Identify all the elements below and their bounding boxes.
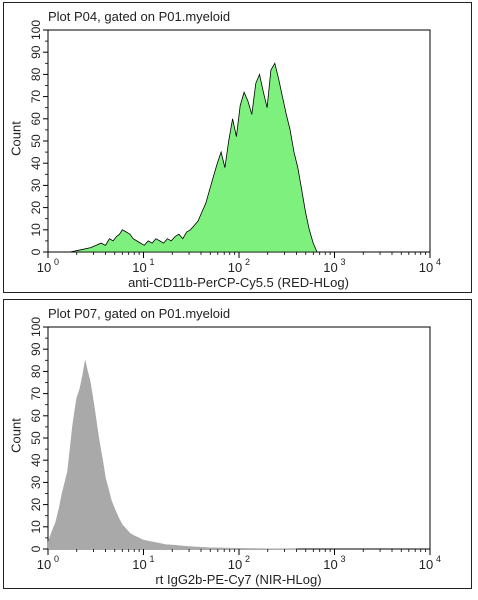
x-tick-label: 10 bbox=[228, 557, 242, 572]
y-tick-label: 100 bbox=[29, 317, 43, 337]
y-tick-label: 60 bbox=[29, 409, 43, 423]
y-tick-label: 30 bbox=[29, 475, 43, 489]
y-tick-label: 90 bbox=[29, 45, 43, 59]
y-tick-label: 100 bbox=[29, 20, 43, 40]
x-tick-label: 10 bbox=[132, 260, 146, 275]
x-tick-exponent: 3 bbox=[341, 554, 346, 564]
y-tick-label: 50 bbox=[29, 134, 43, 148]
x-axis-label: rt IgG2b-PE-Cy7 (NIR-HLog) bbox=[155, 572, 322, 587]
x-tick-label: 10 bbox=[323, 557, 337, 572]
x-tick-label: 10 bbox=[323, 260, 337, 275]
plot-title: Plot P04, gated on P01.myeloid bbox=[48, 9, 231, 24]
x-tick-exponent: 0 bbox=[54, 554, 59, 564]
y-tick-label: 80 bbox=[29, 67, 43, 81]
x-tick-exponent: 1 bbox=[150, 257, 155, 267]
y-tick-label: 10 bbox=[29, 223, 43, 237]
plot-title: Plot P07, gated on P01.myeloid bbox=[48, 306, 231, 321]
x-tick-label: 10 bbox=[37, 557, 51, 572]
x-tick-exponent: 2 bbox=[245, 554, 250, 564]
y-tick-label: 20 bbox=[29, 201, 43, 215]
x-tick-label: 10 bbox=[419, 557, 433, 572]
x-tick-exponent: 4 bbox=[436, 257, 441, 267]
x-tick-label: 10 bbox=[228, 260, 242, 275]
y-tick-label: 20 bbox=[29, 498, 43, 512]
x-axis-label: anti-CD11b-PerCP-Cy5.5 (RED-HLog) bbox=[128, 275, 349, 290]
histogram-area bbox=[47, 360, 297, 550]
x-tick-label: 10 bbox=[132, 557, 146, 572]
y-tick-label: 70 bbox=[29, 90, 43, 104]
x-tick-exponent: 2 bbox=[245, 257, 250, 267]
y-tick-label: 50 bbox=[29, 431, 43, 445]
y-tick-label: 0 bbox=[29, 248, 43, 255]
y-tick-label: 60 bbox=[29, 112, 43, 126]
x-tick-label: 10 bbox=[37, 260, 51, 275]
y-tick-label: 40 bbox=[29, 156, 43, 170]
y-tick-label: 40 bbox=[29, 453, 43, 467]
x-tick-exponent: 0 bbox=[54, 257, 59, 267]
y-tick-label: 70 bbox=[29, 387, 43, 401]
y-tick-label: 80 bbox=[29, 364, 43, 378]
y-tick-label: 0 bbox=[29, 545, 43, 552]
x-tick-exponent: 3 bbox=[341, 257, 346, 267]
y-tick-label: 30 bbox=[29, 178, 43, 192]
x-tick-exponent: 1 bbox=[150, 554, 155, 564]
x-tick-exponent: 4 bbox=[436, 554, 441, 564]
x-tick-label: 10 bbox=[419, 260, 433, 275]
histogram-panel-igg2b: Plot P07, gated on P01.myeloid Count rt … bbox=[3, 299, 472, 589]
y-tick-label: 10 bbox=[29, 520, 43, 534]
histogram-area bbox=[69, 62, 318, 253]
y-tick-label: 90 bbox=[29, 342, 43, 356]
histogram-panel-cd11b: Plot P04, gated on P01.myeloid Count ant… bbox=[3, 2, 472, 293]
